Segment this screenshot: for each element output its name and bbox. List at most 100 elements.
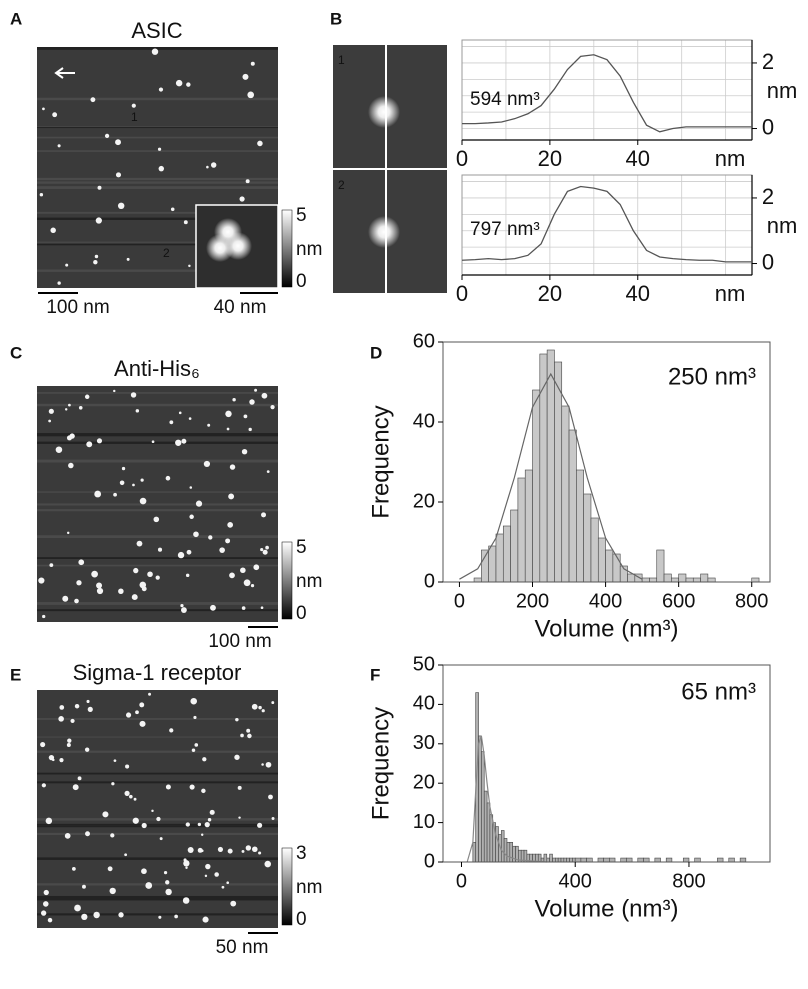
fit-curve bbox=[459, 372, 643, 580]
colorbar bbox=[281, 541, 293, 620]
particle bbox=[232, 397, 236, 402]
particle bbox=[131, 103, 136, 108]
particle bbox=[190, 697, 198, 705]
histogram-bar bbox=[620, 857, 627, 863]
particle bbox=[129, 794, 133, 799]
particle bbox=[271, 701, 275, 705]
particle bbox=[111, 782, 115, 786]
particle bbox=[260, 606, 264, 610]
histogram-bar bbox=[574, 857, 582, 863]
particle bbox=[261, 512, 267, 518]
particle bbox=[186, 549, 192, 555]
particle bbox=[50, 227, 56, 234]
particle bbox=[74, 904, 81, 912]
particle bbox=[141, 868, 147, 875]
particle bbox=[187, 847, 194, 854]
x-tick-label: 40 bbox=[626, 146, 650, 171]
histogram-bar bbox=[605, 549, 614, 583]
scan-line bbox=[37, 718, 278, 720]
particle bbox=[165, 475, 171, 481]
particle bbox=[95, 217, 102, 224]
scan-line bbox=[37, 883, 278, 886]
particle bbox=[84, 747, 90, 752]
y-tick-label: 0 bbox=[424, 570, 435, 592]
colorbar-max: 5 bbox=[296, 205, 307, 226]
particle bbox=[252, 846, 258, 853]
histogram-bar bbox=[649, 577, 658, 583]
particle bbox=[158, 915, 162, 919]
histogram-bar bbox=[566, 857, 570, 863]
scan-line bbox=[37, 564, 278, 567]
afm-image bbox=[37, 690, 278, 928]
crop-blob bbox=[368, 216, 400, 248]
histogram-bar bbox=[488, 545, 497, 583]
particle bbox=[165, 880, 170, 885]
annotation: 594 nm³ bbox=[470, 89, 540, 110]
histogram-bar bbox=[546, 349, 555, 583]
particle bbox=[254, 388, 258, 392]
inset-scalebar-label: 40 nm bbox=[214, 297, 267, 318]
histogram-bar bbox=[707, 577, 716, 583]
y-tick-label: 60 bbox=[413, 330, 435, 352]
particle bbox=[94, 490, 102, 498]
scan-line bbox=[37, 150, 278, 152]
y-tick-label: 0 bbox=[762, 114, 774, 139]
particle bbox=[77, 776, 82, 781]
scan-line bbox=[37, 772, 278, 775]
particle bbox=[42, 107, 45, 111]
particle bbox=[40, 910, 47, 916]
histogram-bar bbox=[555, 857, 559, 863]
particle bbox=[68, 403, 71, 407]
particle bbox=[55, 446, 63, 453]
particle bbox=[155, 575, 160, 580]
x-tick-label: 800 bbox=[735, 590, 768, 612]
plot-frame bbox=[442, 664, 771, 863]
plot-frame bbox=[442, 341, 771, 583]
histogram-bar bbox=[671, 577, 679, 583]
scalebar-label: 100 nm bbox=[208, 631, 271, 652]
colorbar-min: 0 bbox=[296, 909, 307, 930]
particle bbox=[124, 853, 128, 857]
particle bbox=[148, 692, 152, 696]
particle bbox=[72, 866, 76, 871]
particle bbox=[113, 759, 117, 763]
particle bbox=[229, 464, 236, 470]
particle bbox=[210, 604, 216, 611]
particle bbox=[76, 580, 82, 586]
histogram-bar bbox=[586, 857, 593, 863]
particle bbox=[42, 614, 46, 619]
particle bbox=[62, 595, 69, 602]
x-tick-label: 20 bbox=[538, 146, 562, 171]
particle bbox=[214, 872, 219, 877]
particle bbox=[202, 916, 209, 923]
histogram-bar bbox=[590, 517, 599, 583]
histogram-bar bbox=[561, 405, 570, 583]
particle bbox=[84, 394, 90, 400]
particle bbox=[169, 420, 174, 425]
scan-line bbox=[37, 243, 278, 246]
particle bbox=[165, 888, 172, 896]
particle bbox=[241, 849, 245, 853]
particle bbox=[189, 486, 193, 489]
particle bbox=[68, 462, 74, 469]
particle bbox=[243, 579, 251, 587]
particle bbox=[132, 817, 139, 824]
arrow bbox=[54, 67, 75, 79]
particle bbox=[183, 858, 187, 862]
particle bbox=[169, 728, 174, 733]
scalebar-label: 50 nm bbox=[216, 937, 269, 958]
y-tick-label: 0 bbox=[424, 850, 435, 872]
y-tick-label: 20 bbox=[413, 490, 435, 512]
particle bbox=[104, 133, 110, 139]
histogram-bar bbox=[552, 857, 556, 863]
scan-line bbox=[37, 186, 278, 189]
scan-line bbox=[37, 181, 278, 184]
crop-label: 1 bbox=[338, 53, 345, 67]
scan-line bbox=[37, 459, 278, 463]
histogram-bar bbox=[583, 493, 592, 583]
particle bbox=[165, 784, 171, 790]
histogram-bar bbox=[612, 553, 621, 583]
particle bbox=[241, 606, 246, 610]
histogram-bar bbox=[500, 830, 505, 863]
panel-letter: B bbox=[330, 9, 342, 28]
